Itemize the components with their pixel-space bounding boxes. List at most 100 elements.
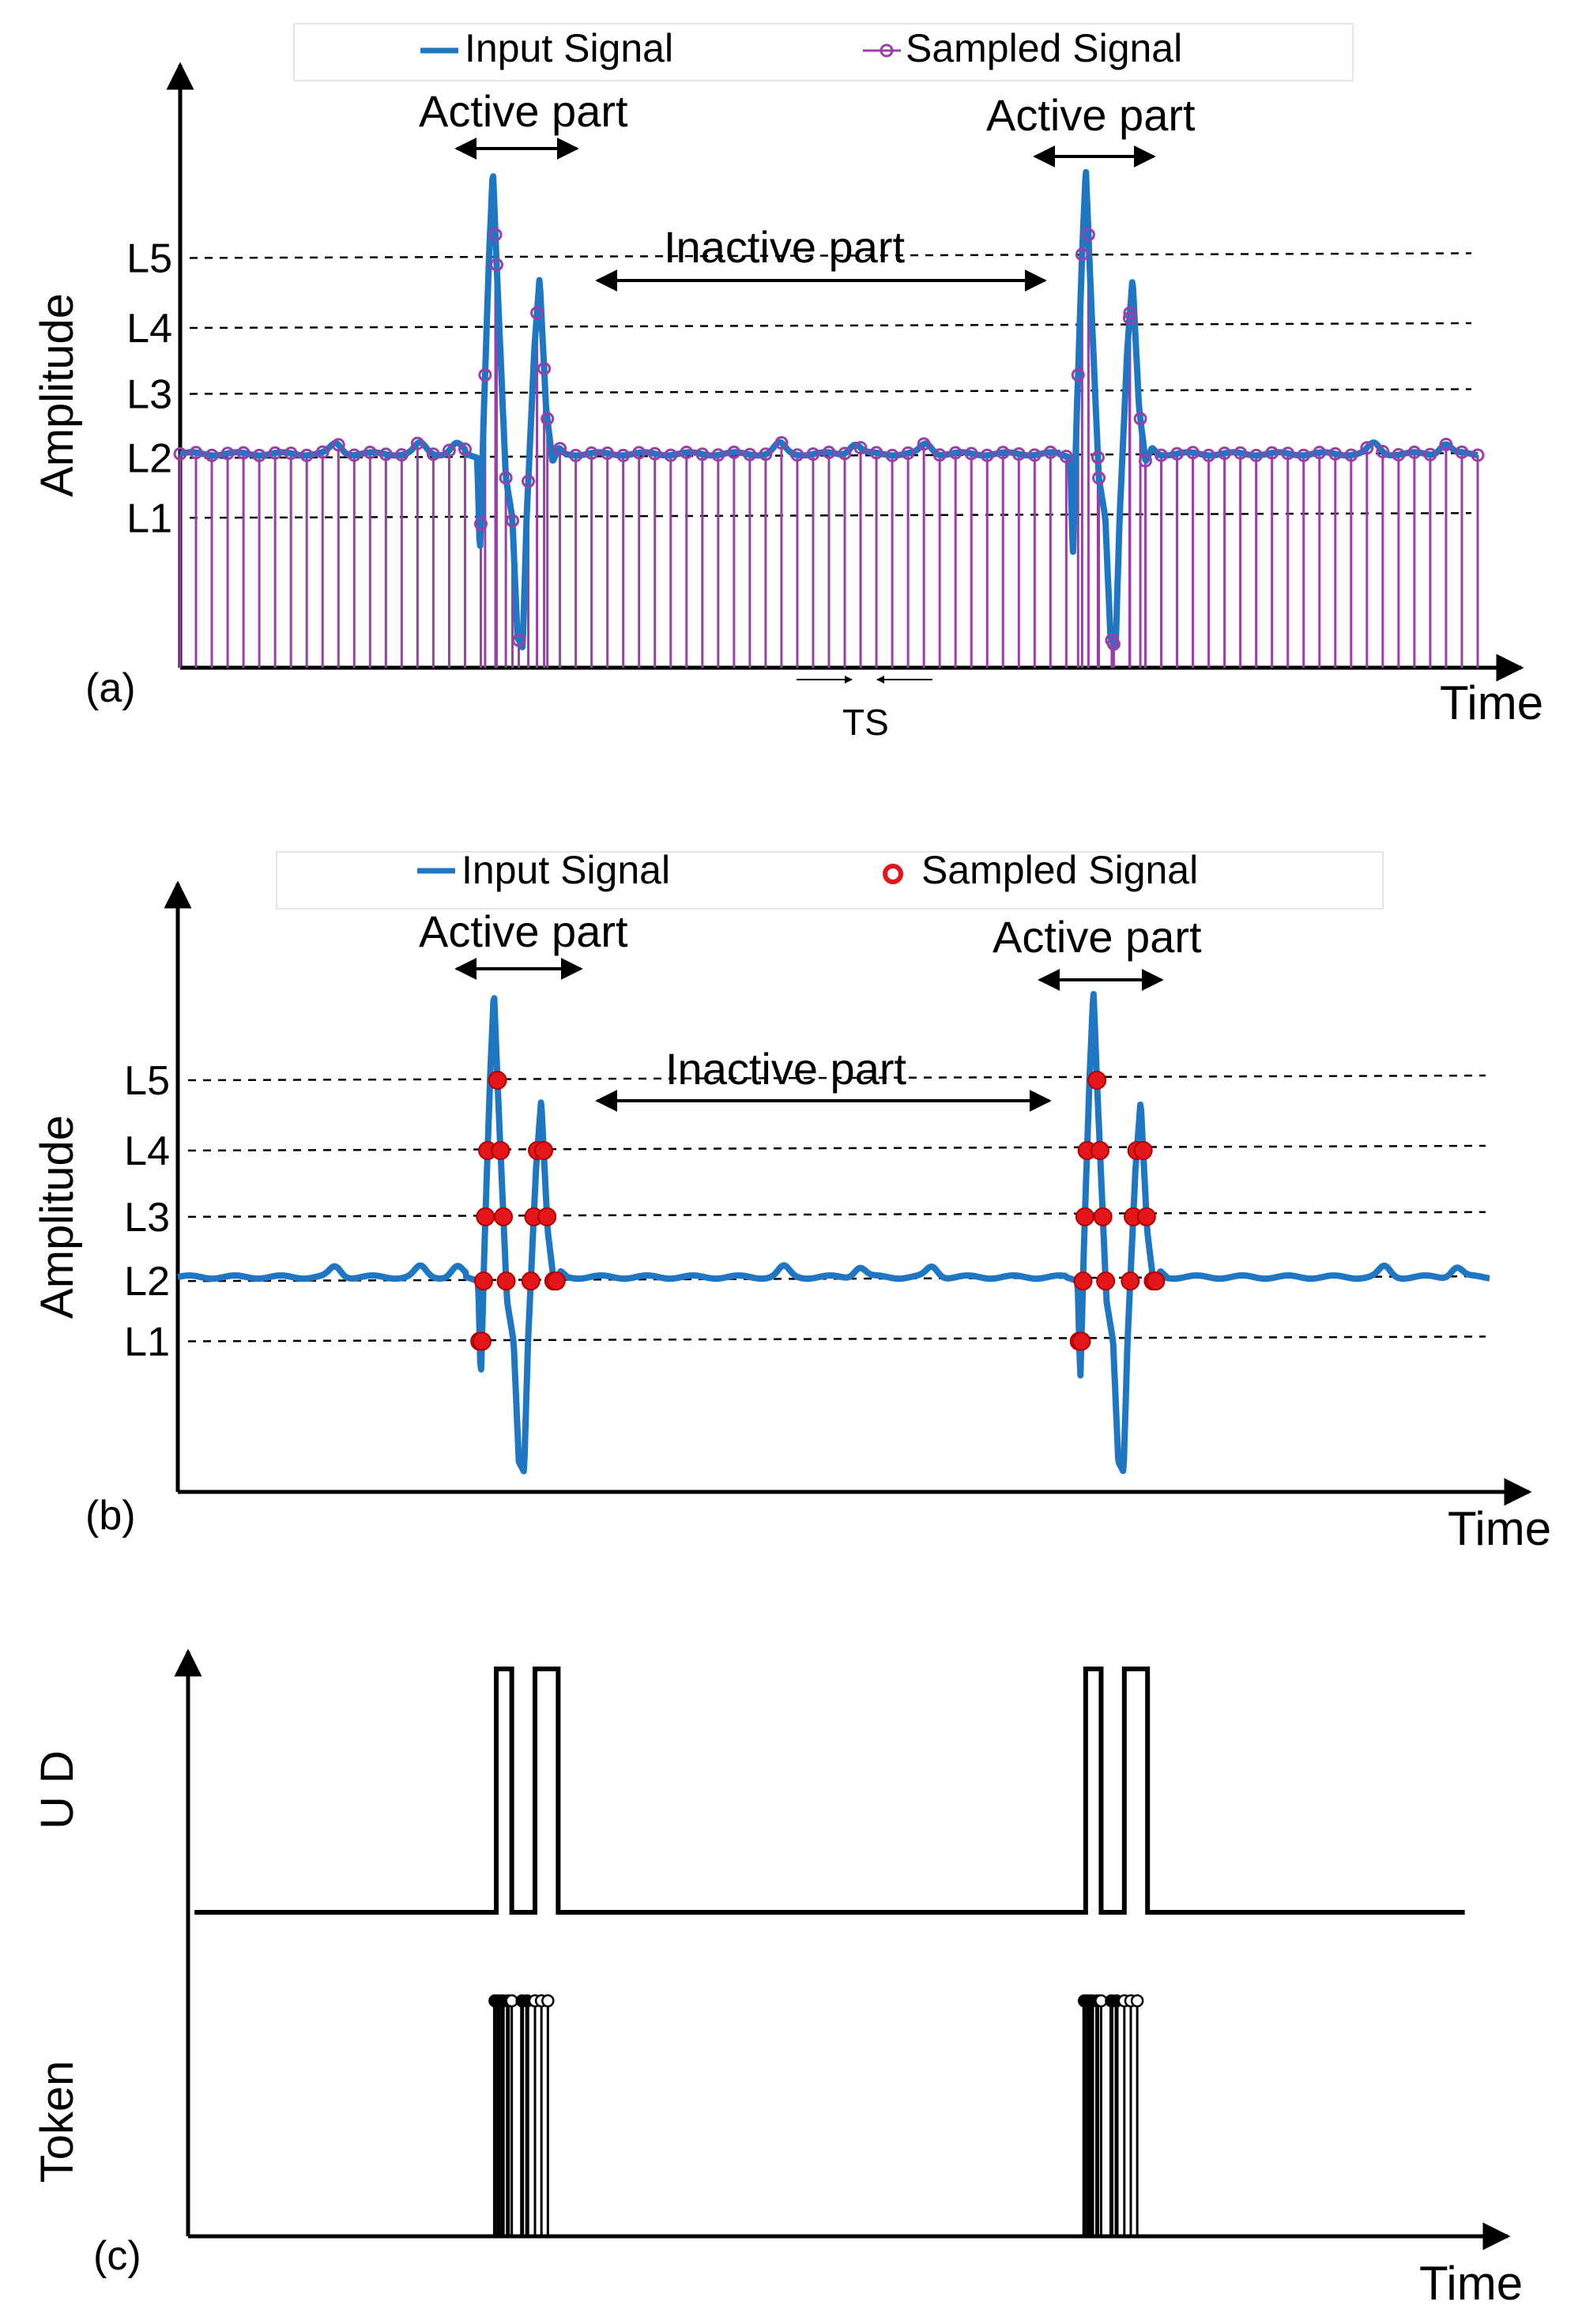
- sample-markers-a: [173, 228, 1485, 651]
- sample-marker: [648, 446, 662, 461]
- sample-marker: [585, 446, 599, 460]
- legend-box-a: [293, 23, 1354, 81]
- sample-marker: [1202, 448, 1216, 462]
- sample-marker: [964, 446, 978, 461]
- legend-input-label-b: Input Signal: [461, 848, 670, 892]
- level-label: L5: [124, 1058, 170, 1104]
- sample-marker: [1092, 471, 1106, 485]
- sample-marker: [759, 447, 773, 461]
- sample-marker: [553, 442, 567, 456]
- level-line: [187, 1144, 1486, 1152]
- sample-marker: [996, 446, 1010, 460]
- y-axis-label-ud: U D: [32, 1750, 83, 1829]
- level-label: L4: [126, 306, 172, 352]
- sample-marker: [426, 447, 440, 461]
- sample-marker: [1281, 446, 1295, 461]
- active-label-right-a: Active part: [986, 90, 1196, 140]
- sample-marker: [252, 448, 266, 462]
- active-label-left-b: Active part: [419, 906, 628, 956]
- crossing-marker: [1121, 1271, 1140, 1291]
- crossing-markers-b: [470, 1071, 1166, 1351]
- x-axis-label-a: Time: [1440, 676, 1543, 729]
- level-label: L1: [126, 495, 172, 541]
- crossing-marker: [537, 1207, 557, 1226]
- sample-marker: [917, 437, 931, 451]
- sample-marker: [1123, 306, 1137, 320]
- crossing-marker: [491, 1141, 510, 1160]
- sample-marker: [1186, 446, 1200, 460]
- level-line: [187, 1211, 1486, 1218]
- legend-sampled-label-a: Sampled Signal: [906, 26, 1182, 70]
- sample-marker: [1170, 446, 1185, 461]
- crossing-marker: [1093, 1207, 1113, 1226]
- sample-marker: [980, 448, 994, 462]
- sample-marker: [478, 367, 492, 382]
- sample-marker: [331, 438, 345, 452]
- sample-marker: [1011, 447, 1026, 461]
- crossing-marker: [494, 1207, 514, 1226]
- level-label: L3: [126, 371, 172, 417]
- sample-marker: [885, 448, 899, 462]
- sample-marker: [284, 446, 298, 461]
- token-head: [541, 1994, 555, 2008]
- sample-marker: [1344, 448, 1358, 462]
- sample-marker: [853, 441, 868, 455]
- sample-marker: [1407, 445, 1422, 459]
- sample-marker: [506, 514, 520, 528]
- level-line: [189, 322, 1472, 330]
- y-axis-label-b: Amplitude: [32, 1115, 83, 1319]
- sample-marker: [1313, 446, 1327, 460]
- panel-c: U D Token Time (c): [32, 1648, 1523, 2310]
- sample-marker: [512, 633, 526, 647]
- crossing-marker: [473, 1271, 493, 1291]
- crossing-marker: [488, 1071, 507, 1090]
- legend-input-label-a: Input Signal: [465, 26, 673, 70]
- sample-marker: [220, 446, 235, 461]
- legend-sampled-marker-b: [883, 864, 903, 884]
- sample-marker: [1138, 454, 1152, 468]
- y-axis-label-a: Amplitude: [32, 293, 83, 497]
- sample-marker: [1297, 448, 1311, 462]
- sample-marker: [205, 448, 219, 462]
- sample-marker: [488, 228, 503, 242]
- panel-b: Input Signal Sampled Signal L1 L2 L3 L4 L5 A…: [32, 848, 1551, 1555]
- sample-marker: [569, 448, 583, 462]
- legend-sampled-label-b: Sampled Signal: [921, 848, 1198, 892]
- sample-marker: [869, 446, 883, 460]
- legend-box-b: [276, 851, 1384, 910]
- sample-marker: [806, 447, 820, 461]
- crossing-marker: [1136, 1207, 1156, 1226]
- sample-marker: [1122, 311, 1136, 326]
- sample-marker: [173, 446, 187, 461]
- sample-marker: [664, 448, 678, 462]
- token-head: [1130, 1994, 1144, 2008]
- ud-trace: [194, 1667, 1465, 1915]
- level-label: L2: [126, 435, 172, 481]
- sample-marker: [315, 445, 330, 459]
- level-label: L4: [124, 1128, 170, 1174]
- sample-marker: [530, 306, 544, 320]
- level-line: [187, 1335, 1486, 1343]
- crossing-marker: [1133, 1141, 1153, 1160]
- crossing-marker: [1090, 1141, 1109, 1160]
- sample-marker: [522, 474, 536, 488]
- panel-label-c: (c): [93, 2233, 141, 2279]
- x-axis-label-b: Time: [1448, 1502, 1551, 1555]
- sample-marker: [394, 448, 409, 462]
- input-signal-b: [175, 991, 1492, 1475]
- level-label: L3: [124, 1195, 170, 1241]
- sample-marker: [1081, 228, 1095, 242]
- crossing-marker: [1087, 1071, 1107, 1090]
- sample-marker: [932, 448, 947, 462]
- inactive-label-b: Inactive part: [665, 1044, 906, 1094]
- sample-marker: [743, 447, 757, 461]
- sample-marker: [822, 446, 836, 460]
- legend-sampled-marker-a: [880, 43, 894, 58]
- level-line: [189, 512, 1472, 519]
- sample-marker: [410, 436, 424, 450]
- sample-marker: [790, 448, 804, 462]
- sample-marker: [1471, 448, 1485, 462]
- sample-marker: [632, 446, 646, 460]
- level-labels-a: L1 L2 L3 L4 L5: [126, 235, 172, 541]
- sample-marker: [489, 258, 503, 272]
